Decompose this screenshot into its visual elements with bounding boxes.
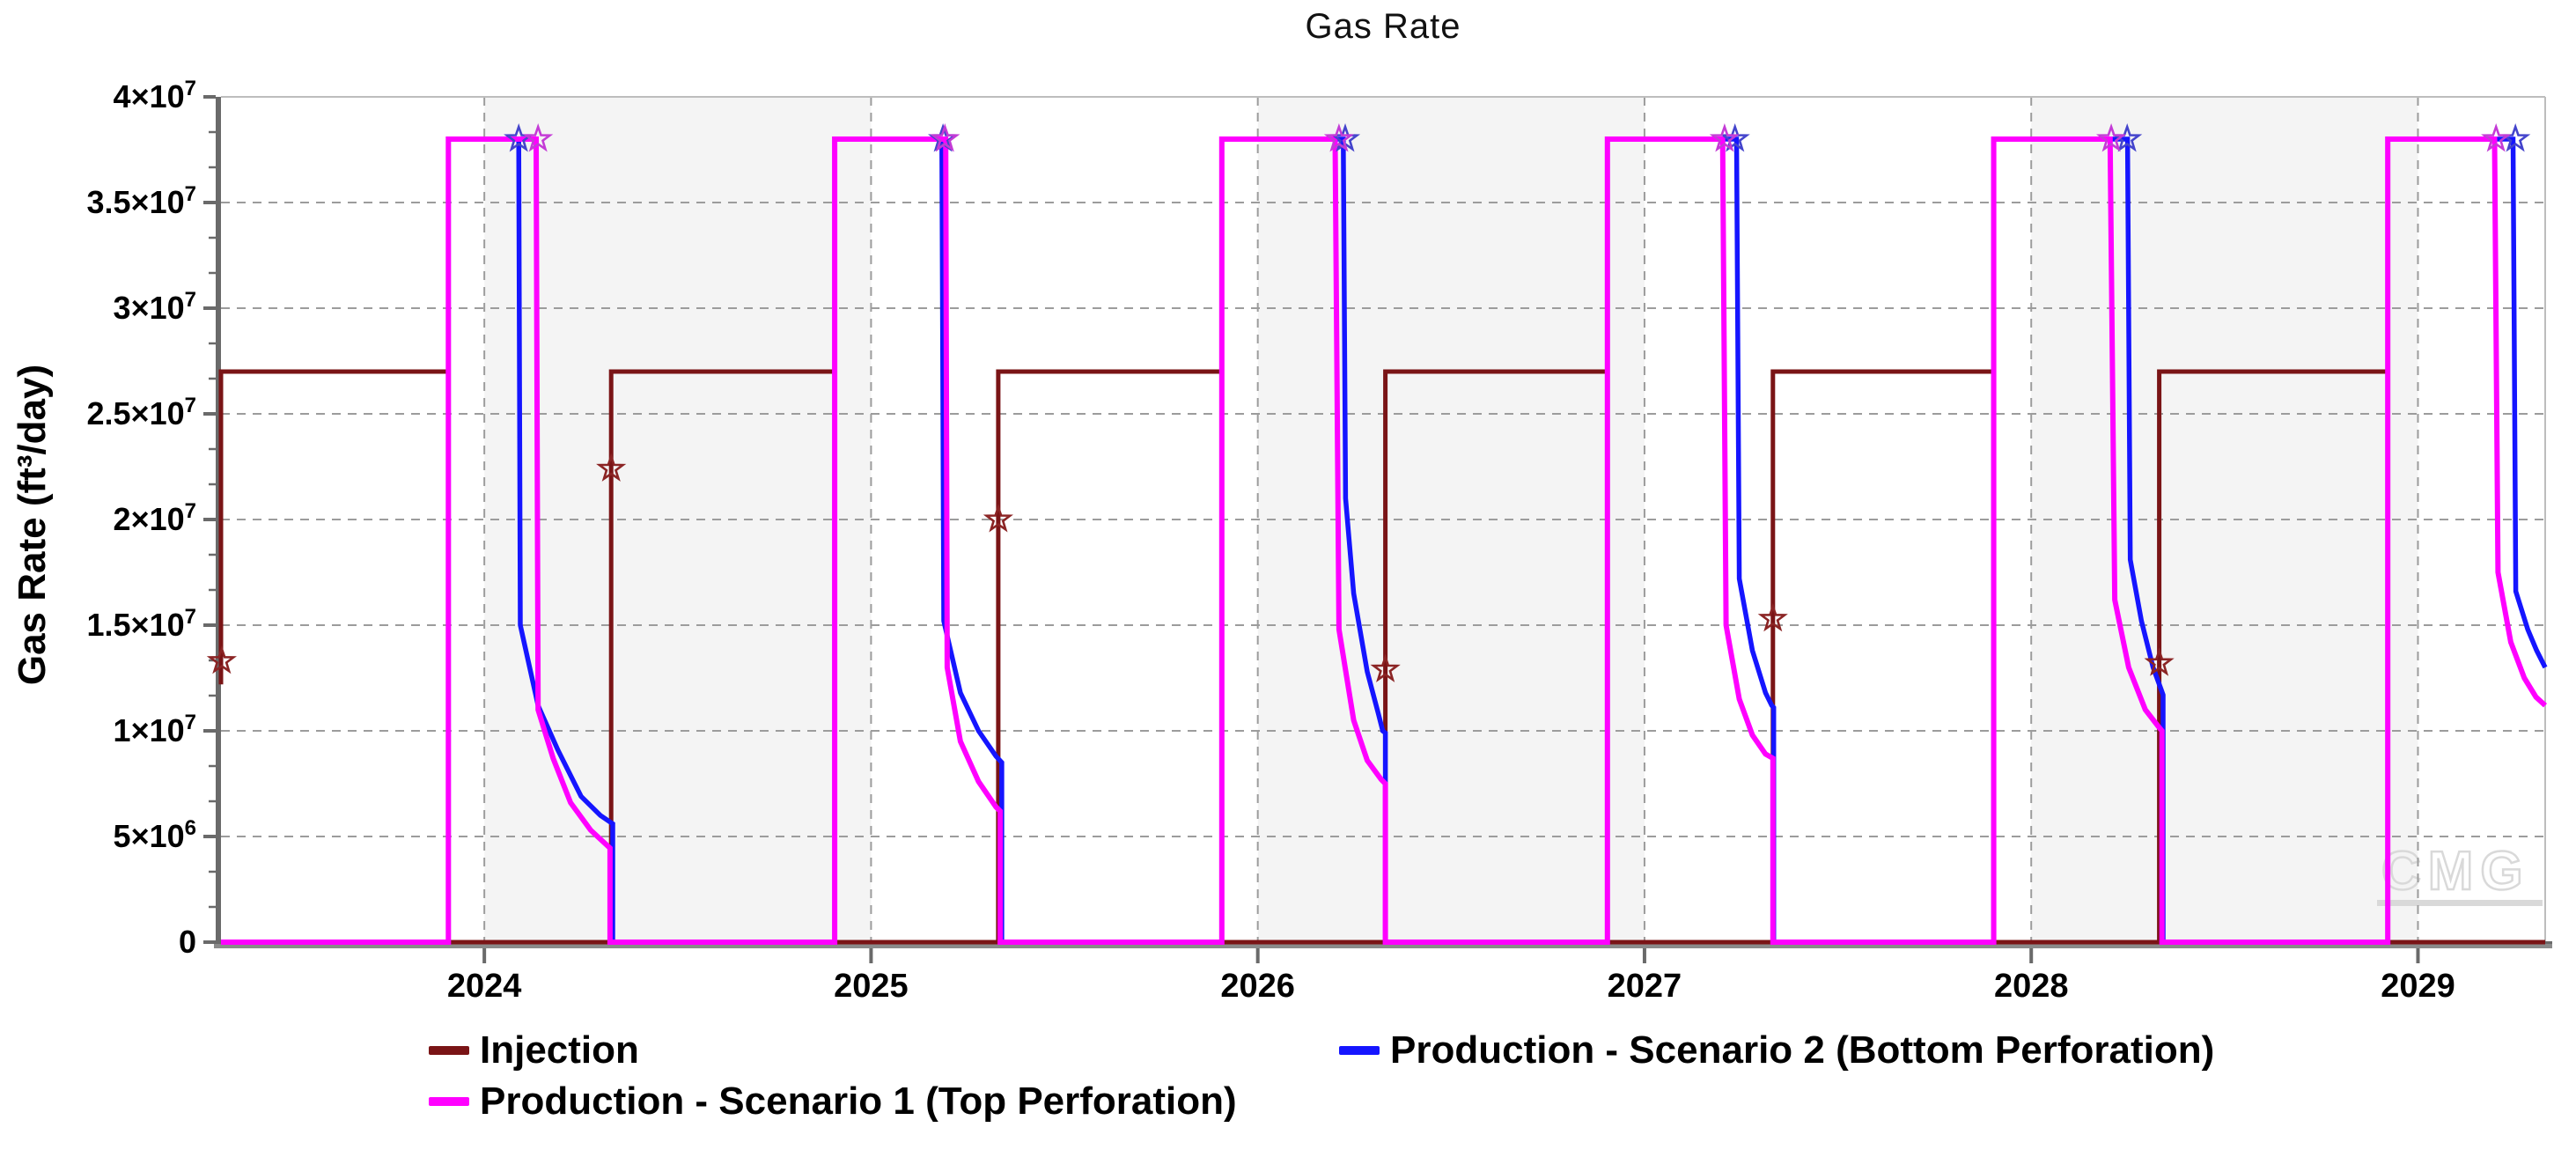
legend-label-injection: Injection xyxy=(480,1028,639,1072)
star-marker xyxy=(1757,602,1788,632)
star-marker xyxy=(983,504,1013,533)
legend-label-scenario1: Production - Scenario 1 (Top Perforation… xyxy=(480,1080,1237,1123)
star-marker xyxy=(2144,647,2175,676)
star-marker xyxy=(206,645,237,674)
star-marker xyxy=(1709,123,1740,152)
series-line-production-scenario-2-bottom-perforation xyxy=(221,136,2548,945)
cmg-watermark: CMG xyxy=(2381,841,2530,902)
legend-swatch-scenario2 xyxy=(1339,1046,1380,1055)
year-band xyxy=(484,98,872,941)
legend-item-injection: Injection xyxy=(429,1028,639,1072)
x-tick-label: 2026 xyxy=(1220,968,1295,1005)
x-tick-label: 2029 xyxy=(2381,968,2455,1005)
x-axis-bar xyxy=(214,944,2552,948)
y-tick-label: 2.5×107 xyxy=(87,394,196,431)
legend-swatch-injection xyxy=(429,1046,469,1055)
y-tick-label: 5×106 xyxy=(114,816,196,854)
legend-swatch-scenario1 xyxy=(429,1097,469,1106)
legend-item-scenario1: Production - Scenario 1 (Top Perforation… xyxy=(429,1080,1237,1124)
series-line-production-scenario-1-top-perforation xyxy=(221,136,2548,945)
y-tick-label: 0 xyxy=(179,924,196,960)
star-marker xyxy=(930,123,960,152)
legend-label-scenario2: Production - Scenario 2 (Bottom Perforat… xyxy=(1390,1028,2215,1072)
x-tick-label: 2024 xyxy=(447,968,522,1005)
star-marker xyxy=(523,123,554,152)
y-tick-label: 3×107 xyxy=(114,288,196,326)
y-axis-spine xyxy=(216,97,221,947)
y-tick-label: 2×107 xyxy=(114,499,196,537)
legend-item-scenario2: Production - Scenario 2 (Bottom Perforat… xyxy=(1339,1028,2214,1072)
star-marker xyxy=(596,453,627,482)
x-tick-label: 2028 xyxy=(1994,968,2069,1005)
chart-title: Gas Rate xyxy=(1305,7,1461,46)
y-tick-label: 4×107 xyxy=(114,77,196,114)
star-marker xyxy=(2096,123,2127,152)
y-tick-label: 1×107 xyxy=(114,711,196,748)
cmg-watermark-underline xyxy=(2377,900,2543,906)
star-marker xyxy=(1323,123,1354,152)
y-tick-label: 1.5×107 xyxy=(87,605,196,643)
star-marker xyxy=(1719,123,1750,152)
x-tick-label: 2027 xyxy=(1608,968,1682,1005)
star-marker xyxy=(1370,653,1401,682)
x-tick-label: 2025 xyxy=(834,968,909,1005)
y-tick-label: 3.5×107 xyxy=(87,182,196,220)
star-marker xyxy=(2481,123,2512,152)
